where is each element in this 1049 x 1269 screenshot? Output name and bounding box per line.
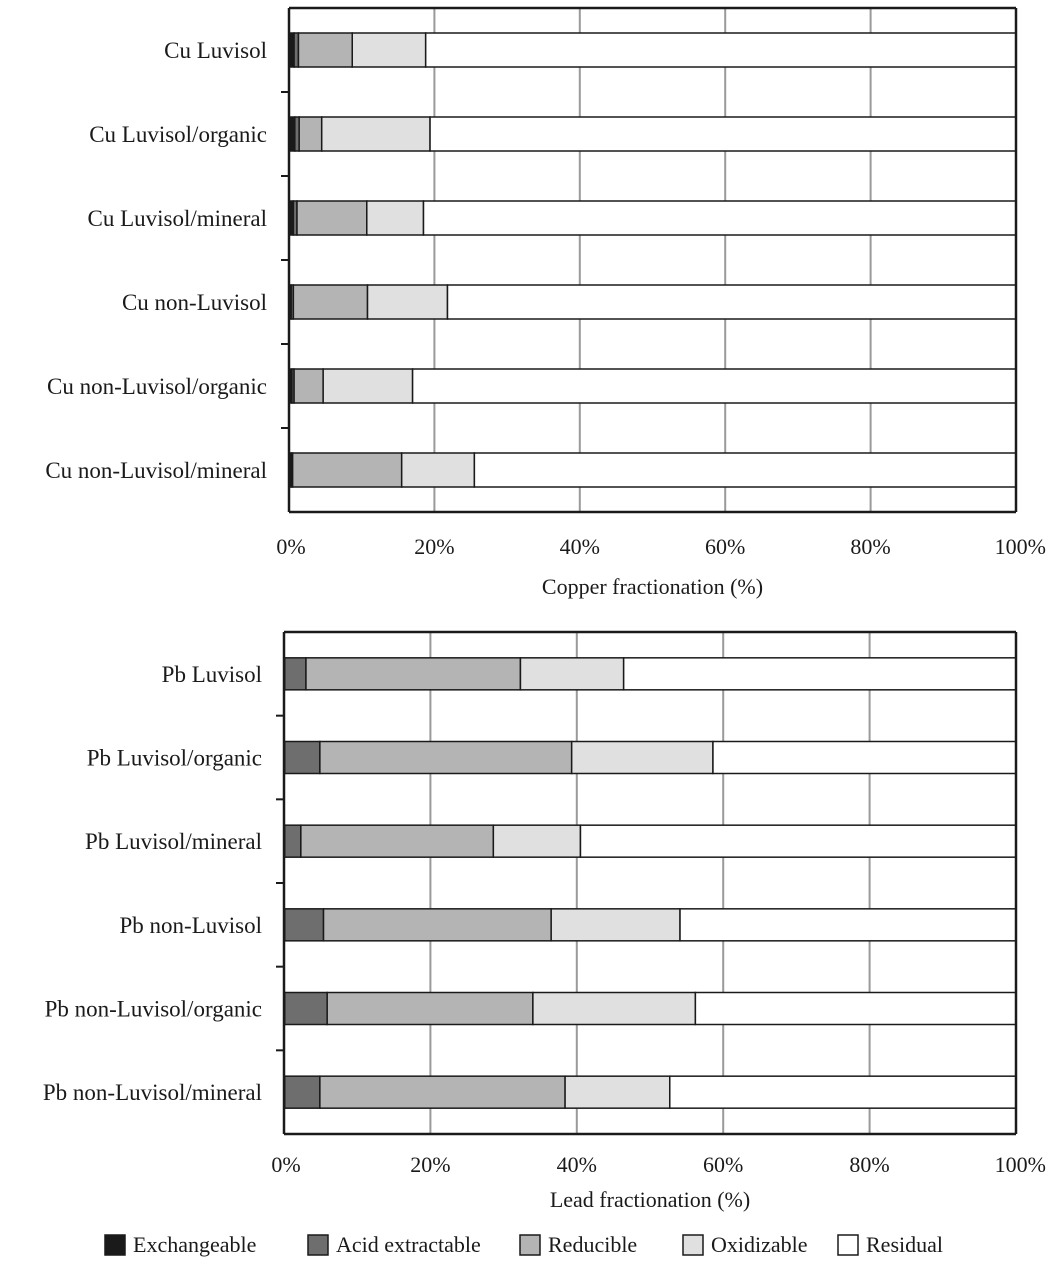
bar-residual-cu-luvisol-organic (429, 116, 1017, 152)
bar-reducible-pb-luvisol (305, 657, 522, 691)
category-label: Cu Luvisol (164, 38, 267, 63)
bar-oxidizable-pb-non-luvisol-organic (532, 991, 697, 1026)
bar-reducible-cu-non-luvisol (292, 284, 369, 320)
bar-oxidizable-pb-non-luvisol (550, 908, 681, 942)
legend-label-reducible: Reducible (548, 1232, 637, 1257)
category-label: Cu non-Luvisol (122, 290, 267, 315)
bar-residual-pb-luvisol (622, 657, 1017, 691)
bar-acid-extractable-pb-non-luvisol (283, 908, 325, 942)
bar-residual-cu-luvisol (424, 32, 1017, 68)
legend-swatch-oxidizable (682, 1234, 704, 1256)
category-label: Pb Luvisol (162, 662, 262, 687)
bar-residual-cu-luvisol-mineral (422, 200, 1017, 236)
bar-acid-extractable-pb-non-luvisol-mineral (283, 1075, 321, 1109)
bar-oxidizable-pb-non-luvisol-mineral (564, 1075, 671, 1109)
x-tick-label: 100% (995, 1152, 1046, 1177)
x-tick-label: 100% (995, 534, 1046, 559)
bar-reducible-cu-non-luvisol-mineral (291, 452, 403, 488)
bar-oxidizable-cu-luvisol (351, 32, 427, 68)
bar-residual-pb-non-luvisol-organic (694, 991, 1017, 1026)
bar-oxidizable-cu-non-luvisol-mineral (400, 452, 476, 488)
legend-label-exchangeable: Exchangeable (133, 1232, 256, 1257)
x-axis-title: Copper fractionation (%) (542, 574, 763, 599)
bar-reducible-cu-non-luvisol-organic (293, 368, 324, 404)
bar-residual-pb-luvisol-organic (712, 740, 1017, 775)
x-tick-label: 20% (414, 534, 454, 559)
bar-reducible-pb-non-luvisol-mineral (319, 1075, 566, 1109)
lead-chart: Pb Luvisol Pb Luvisol/organic Pb Luvisol/m… (43, 630, 1046, 1212)
x-tick-label: 80% (849, 1152, 889, 1177)
x-tick-label: 80% (850, 534, 890, 559)
bar-oxidizable-cu-non-luvisol-organic (322, 368, 414, 404)
bar-reducible-cu-luvisol-mineral (296, 200, 368, 236)
bar-reducible-pb-non-luvisol-organic (326, 991, 534, 1026)
bar-oxidizable-pb-luvisol (519, 657, 625, 691)
category-label: Pb Luvisol/mineral (85, 829, 262, 854)
bar-reducible-cu-luvisol-organic (298, 116, 323, 152)
bar-residual-pb-non-luvisol (679, 908, 1017, 942)
bar-reducible-pb-non-luvisol (322, 908, 552, 942)
x-tick-label: 60% (705, 534, 745, 559)
bar-oxidizable-pb-luvisol-mineral (492, 824, 582, 858)
x-tick-label: 0% (271, 1152, 300, 1177)
bar-residual-pb-luvisol-mineral (579, 824, 1017, 858)
bar-acid-extractable-pb-luvisol-mineral (283, 824, 302, 858)
x-tick-label: 20% (410, 1152, 450, 1177)
bar-reducible-pb-luvisol-mineral (300, 824, 495, 858)
x-axis-title: Lead fractionation (%) (550, 1187, 750, 1212)
legend-swatch-acid-extractable (307, 1234, 329, 1256)
legend-swatch-residual (837, 1234, 859, 1256)
legend-swatch-reducible (519, 1234, 541, 1256)
x-tick-label: 40% (557, 1152, 597, 1177)
category-label: Cu non-Luvisol/mineral (45, 458, 267, 483)
category-label: Cu non-Luvisol/organic (47, 374, 267, 399)
x-tick-label: 40% (560, 534, 600, 559)
bar-acid-extractable-pb-luvisol-organic (283, 740, 321, 775)
bar-residual-cu-non-luvisol-organic (411, 368, 1017, 404)
category-label: Cu Luvisol/organic (89, 122, 267, 147)
bar-oxidizable-cu-luvisol-mineral (366, 200, 425, 236)
bar-residual-cu-non-luvisol (446, 284, 1017, 320)
bar-acid-extractable-pb-luvisol (283, 657, 307, 691)
bar-oxidizable-cu-luvisol-organic (320, 116, 431, 152)
legend-label-residual: Residual (866, 1232, 943, 1257)
bar-oxidizable-cu-non-luvisol (366, 284, 449, 320)
bar-reducible-cu-luvisol (297, 32, 353, 68)
x-tick-label: 60% (703, 1152, 743, 1177)
bar-reducible-pb-luvisol-organic (319, 740, 573, 775)
category-label: Pb non-Luvisol/organic (45, 997, 262, 1022)
bar-residual-pb-non-luvisol-mineral (669, 1075, 1017, 1109)
bar-acid-extractable-pb-non-luvisol-organic (283, 991, 328, 1026)
x-tick-label: 0% (276, 534, 305, 559)
category-label: Pb non-Luvisol (120, 913, 262, 938)
copper-chart: Cu Luvisol Cu Luvisol/organic Cu Luvisol/m… (45, 6, 1046, 599)
legend-label-acid-extractable: Acid extractable (336, 1232, 481, 1257)
legend: Exchangeable Acid extractable Reducible Oxi… (104, 1232, 943, 1257)
category-label: Pb Luvisol/organic (87, 746, 262, 771)
category-label: Cu Luvisol/mineral (87, 206, 267, 231)
legend-swatch-exchangeable (104, 1234, 126, 1256)
legend-label-oxidizable: Oxidizable (711, 1232, 808, 1257)
category-label: Pb non-Luvisol/mineral (43, 1080, 262, 1105)
bar-oxidizable-pb-luvisol-organic (570, 740, 714, 775)
bar-residual-cu-non-luvisol-mineral (473, 452, 1017, 488)
